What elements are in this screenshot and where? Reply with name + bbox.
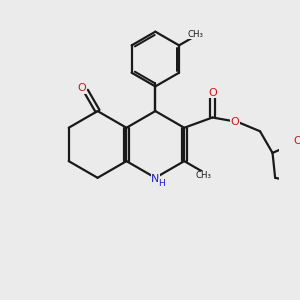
Text: CH₃: CH₃ [196,171,211,180]
Text: H: H [158,179,165,188]
Text: O: O [294,136,300,146]
Text: O: O [231,117,240,127]
Text: CH₃: CH₃ [188,30,204,39]
Text: O: O [208,88,217,98]
Text: N: N [151,174,160,184]
Text: O: O [77,83,86,93]
